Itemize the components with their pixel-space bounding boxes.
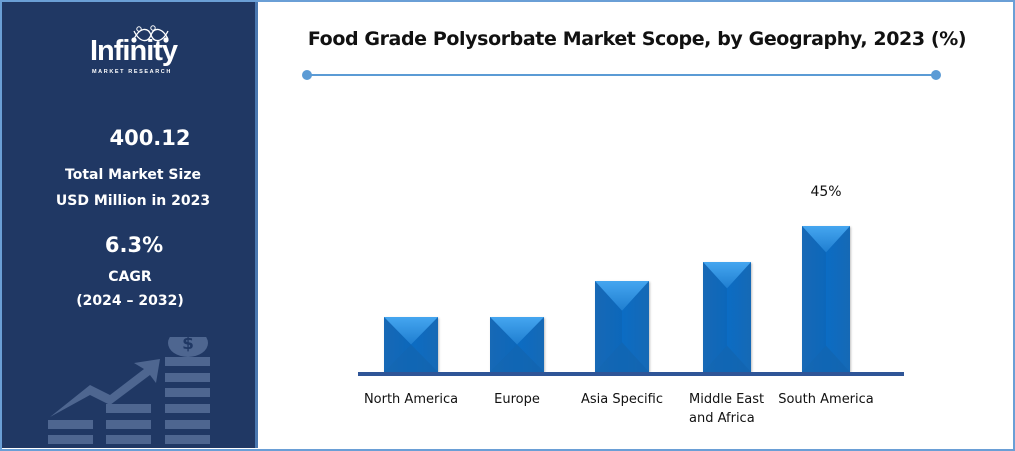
market-size-value: 400.12 <box>109 126 191 150</box>
logo-tagline: MARKET RESEARCH <box>92 69 172 75</box>
cagr-value: 6.3% <box>104 233 164 257</box>
bar-north-america <box>384 317 438 372</box>
bar-middle-east-and-africa <box>703 262 751 372</box>
bar-europe <box>490 317 544 372</box>
bar-asia-specific <box>595 281 649 372</box>
data-label: 45% <box>810 184 842 200</box>
x-tick-label: North America <box>363 392 459 407</box>
x-tick-label: Europe <box>494 392 540 407</box>
x-axis-line <box>358 372 904 376</box>
cagr-label: CAGR <box>108 269 152 285</box>
market-size-label: Total Market Size <box>65 167 201 183</box>
bar-south-america <box>802 226 850 372</box>
growth-chart-coins-icon: $ <box>48 337 210 444</box>
svg-text:$: $ <box>182 337 194 354</box>
market-size-unit: USD Million in 2023 <box>55 193 211 209</box>
logo-infinity-icon <box>131 25 169 43</box>
title-rule <box>307 74 936 76</box>
x-tick-label: Middle East and Africa <box>689 392 765 426</box>
cagr-period: (2024 – 2032) <box>76 293 184 309</box>
brand-logo: Infinity MARKET RESEARCH <box>90 25 190 77</box>
logo-wordmark: Infinity <box>90 35 178 67</box>
x-tick-label: Asia Specific <box>581 392 663 407</box>
x-tick-label: South America <box>778 392 874 407</box>
sidebar-panel: Infinity MARKET RESEARCH 400.12 Total Ma… <box>2 2 258 448</box>
chart-title: Food Grade Polysorbate Market Scope, by … <box>307 28 967 50</box>
title-rule-dot-left <box>302 70 312 80</box>
title-rule-dot-right <box>931 70 941 80</box>
